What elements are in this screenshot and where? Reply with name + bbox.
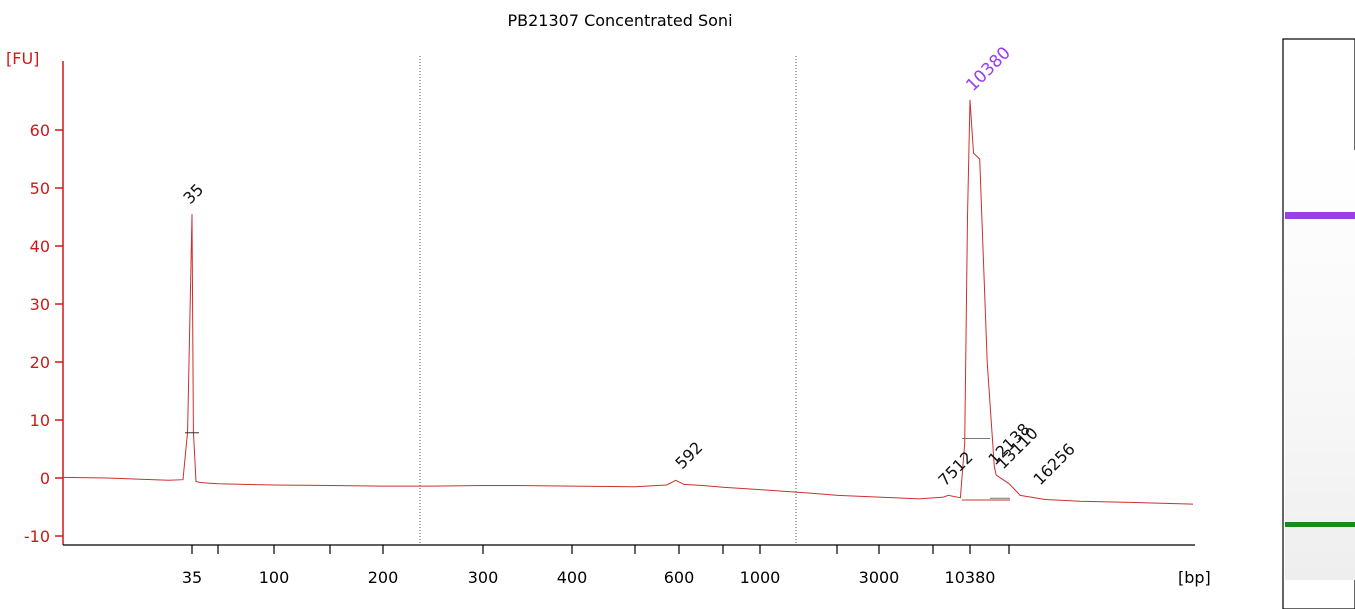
peak-markers	[185, 432, 1010, 501]
x-tick-label: 10380	[945, 568, 996, 587]
peak-label-7512: 7512	[934, 448, 976, 490]
x-tick-label: 3000	[859, 568, 900, 587]
x-tick-label: 1000	[740, 568, 781, 587]
gel-band-upper-marker	[1285, 212, 1355, 219]
x-tick-label: 400	[557, 568, 588, 587]
y-axis-ticks: -10 0 10 20 30 40 50 60	[24, 121, 63, 546]
y-tick-label: 0	[40, 469, 50, 488]
peak-label-35: 35	[179, 180, 207, 208]
x-tick-label: 35	[182, 568, 202, 587]
peak-label-16256: 16256	[1029, 439, 1078, 488]
y-axis-label: [FU]	[6, 49, 39, 68]
x-tick-label: 600	[664, 568, 695, 587]
x-axis-label: [bp]	[1178, 568, 1211, 587]
series-line	[62, 99, 1194, 505]
x-tick-label: 300	[468, 568, 499, 587]
gel-band-lower-marker	[1285, 522, 1355, 527]
y-tick-label: 40	[30, 237, 50, 256]
gel-lane-background	[1285, 150, 1355, 580]
x-tick-label: 100	[259, 568, 290, 587]
y-tick-label: 10	[30, 411, 50, 430]
y-tick-label: 50	[30, 179, 50, 198]
chart-title: PB21307 Concentrated Soni	[507, 11, 732, 30]
peak-label-10380: 10380	[962, 43, 1014, 95]
y-tick-label: 30	[30, 295, 50, 314]
y-tick-label: 60	[30, 121, 50, 140]
y-tick-label: -10	[24, 527, 50, 546]
gel-lane	[1282, 38, 1355, 609]
peak-label-592: 592	[671, 438, 706, 473]
x-tick-label: 200	[368, 568, 399, 587]
y-tick-label: 20	[30, 353, 50, 372]
x-axis-ticks: 35 100 200 300 400 600 1000 3000 10380	[182, 545, 1010, 587]
